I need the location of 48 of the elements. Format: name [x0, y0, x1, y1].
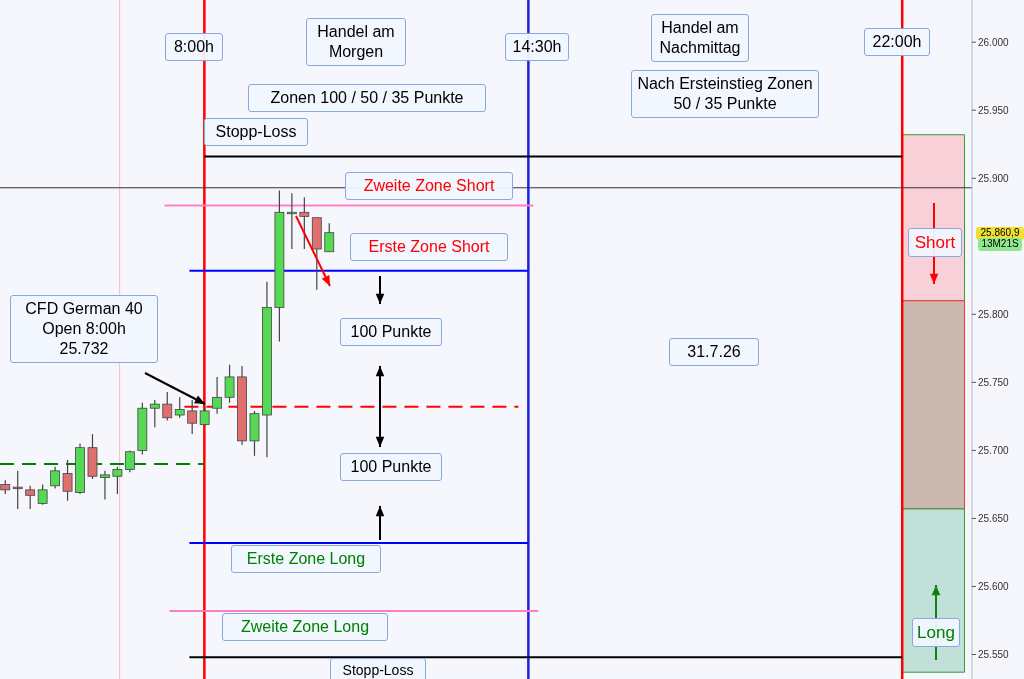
- candlestick: [12, 470, 23, 510]
- candlestick: [25, 485, 36, 510]
- y-tick-label: 25.600: [978, 581, 1010, 593]
- annotation: Handel am Nachmittag: [651, 14, 749, 62]
- y-tick-label: 25.550: [978, 649, 1010, 661]
- y-tick-label: 25.950: [978, 104, 1010, 116]
- candlestick: [187, 399, 198, 435]
- annotation: CFD German 40 Open 8:00h 25.732: [10, 295, 158, 363]
- ref-line-label: 14:30h: [505, 33, 569, 61]
- y-tick-label: 25.700: [978, 444, 1010, 456]
- candlestick: [50, 466, 60, 490]
- candlestick: [224, 364, 235, 404]
- y-tick-label: 25.900: [978, 172, 1010, 184]
- candlestick: [100, 470, 110, 500]
- ref-line-label: 8:00h: [165, 33, 223, 61]
- y-tick-label: 25.650: [978, 512, 1010, 524]
- ref-line-label: Erste Zone Long: [231, 545, 381, 573]
- annotation: Handel am Morgen: [306, 18, 406, 66]
- y-tick-label: 25.800: [978, 308, 1010, 320]
- candlestick: [324, 222, 335, 253]
- text: 13M21S: [978, 238, 1022, 251]
- candlestick: [37, 483, 48, 506]
- candlestick: [149, 399, 160, 428]
- candlestick: [212, 376, 222, 415]
- candlestick: [62, 459, 73, 502]
- ref-line-label: Zweite Zone Long: [222, 613, 388, 641]
- text: 25.860,9: [976, 227, 1024, 240]
- candlestick: [199, 406, 210, 427]
- annotation: Nach Ersteinstieg Zonen 50 / 35 Punkte: [631, 70, 819, 118]
- candlestick: [112, 466, 123, 495]
- ref-line-label: Stopp-Loss: [204, 118, 308, 146]
- y-tick-label: 26.000: [978, 36, 1010, 48]
- annotation: 100 Punkte: [340, 453, 442, 481]
- ref-line-label: 22:00h: [864, 28, 930, 56]
- y-tick-label: 25.750: [978, 376, 1010, 388]
- candlestick: [124, 449, 135, 473]
- candlestick: [174, 396, 185, 419]
- band-label: Short: [908, 228, 962, 258]
- candlestick: [299, 196, 310, 250]
- band-label: Long: [912, 618, 960, 648]
- annotation: 100 Punkte: [340, 318, 442, 346]
- candlestick: [286, 192, 297, 250]
- candlestick: [162, 391, 173, 422]
- annotation: Zonen 100 / 50 / 35 Punkte: [248, 84, 486, 112]
- ref-line-label: Erste Zone Short: [350, 233, 508, 261]
- annotation: 31.7.26: [669, 338, 759, 366]
- ref-line-label: Zweite Zone Short: [345, 172, 513, 200]
- ref-line-label: Stopp-Loss: [330, 658, 426, 679]
